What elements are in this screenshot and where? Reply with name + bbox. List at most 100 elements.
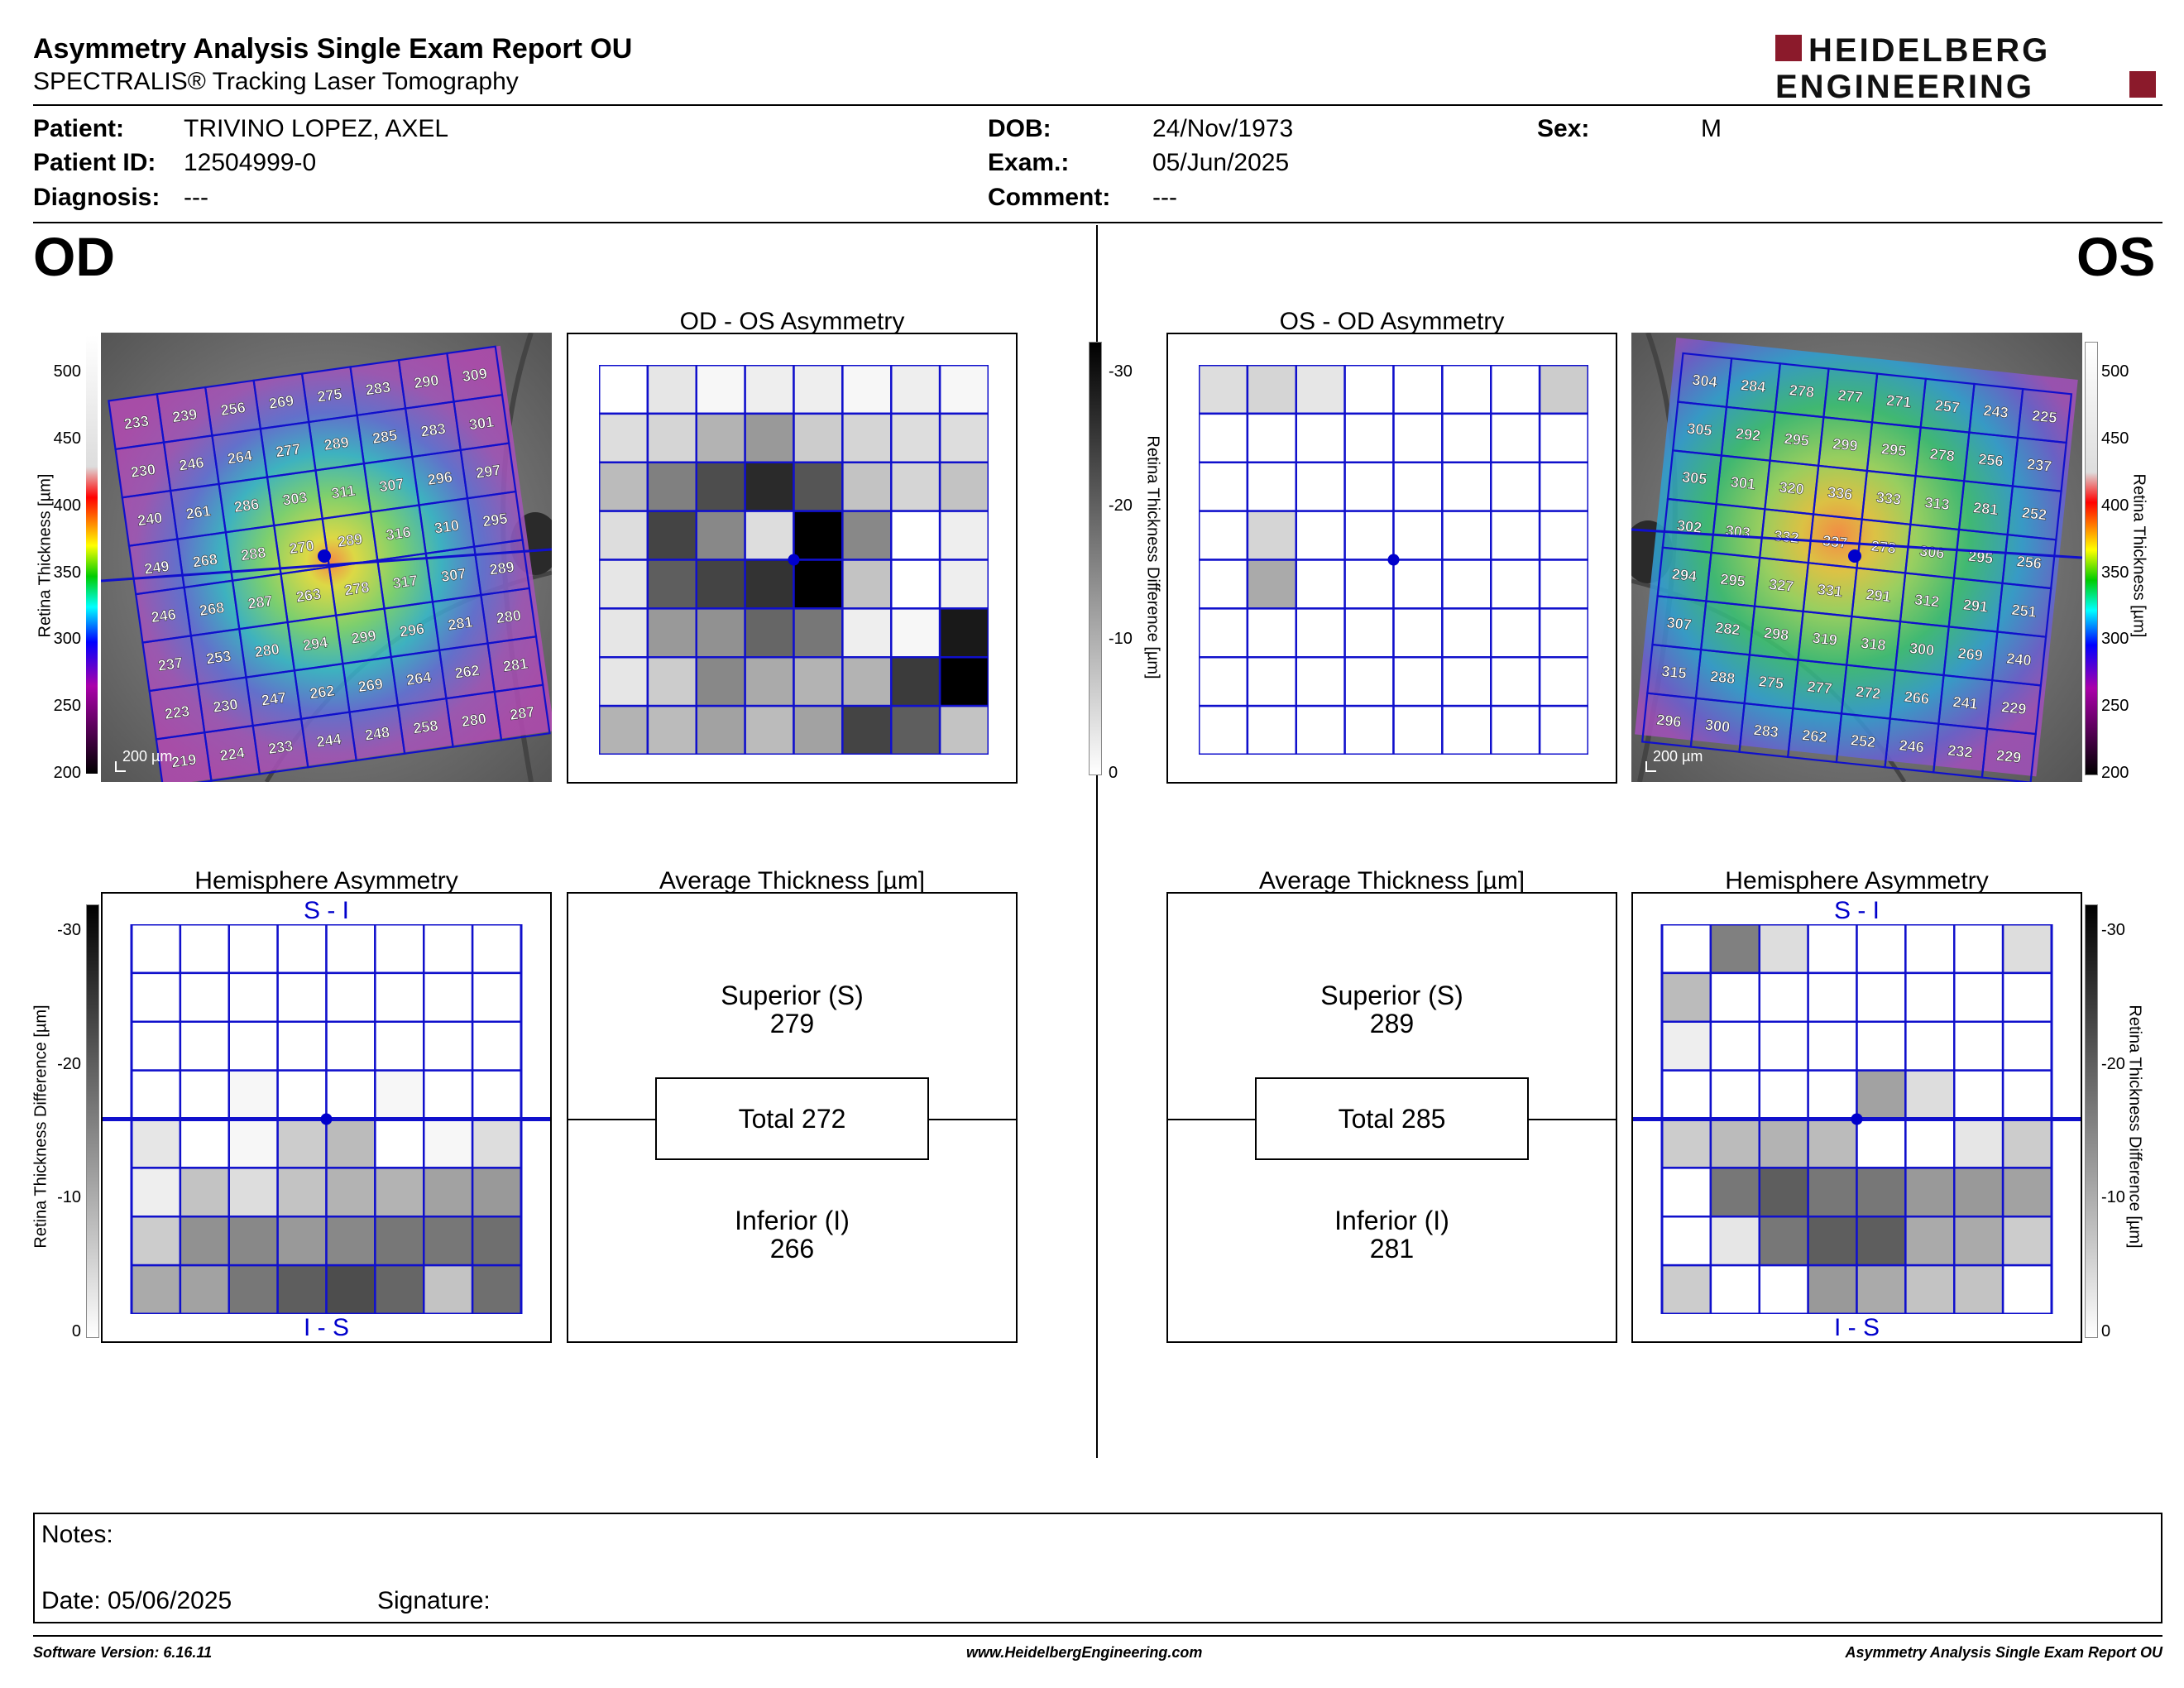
od-asymmetry-cell xyxy=(938,365,989,415)
od-thickness-value: 230 xyxy=(130,461,157,481)
os-hemi-cell xyxy=(1709,971,1760,1023)
od-hemi-cell xyxy=(423,1020,474,1072)
os-asymmetry-cell xyxy=(1441,559,1492,610)
od-thickness-value: 288 xyxy=(240,544,267,563)
od-asymmetry-cell xyxy=(599,461,649,512)
os-thickness-value: 256 xyxy=(1978,451,2004,470)
os-thickness-value: 295 xyxy=(1784,430,1810,449)
od-asymmetry-cell xyxy=(744,607,795,659)
os-thickness-scale-tick: 250 xyxy=(2101,697,2129,716)
os-eye-label: OS xyxy=(2076,226,2156,287)
od-thickness-value: 299 xyxy=(350,627,377,647)
od-asymmetry-cell xyxy=(646,656,697,707)
os-asymmetry-cell xyxy=(1441,704,1492,755)
od-hemi-cell xyxy=(130,1167,182,1218)
od-thickness-value: 263 xyxy=(295,586,323,606)
software-version: Software Version: 6.16.11 xyxy=(33,1644,213,1661)
os-asymmetry-cell xyxy=(1199,656,1249,707)
od-asymmetry-cell xyxy=(646,412,697,463)
os-asymmetry-cell xyxy=(1538,607,1588,659)
od-thickness-scale-tick: 300 xyxy=(53,630,81,649)
os-thickness-colorbar xyxy=(2085,342,2098,775)
os-asymmetry-cell xyxy=(1199,607,1249,659)
od-hemi-cell xyxy=(423,1118,474,1169)
os-hemi-cell xyxy=(1856,1167,1907,1218)
od-asymmetry-cell xyxy=(890,607,941,659)
od-asymmetry-cell xyxy=(793,412,844,463)
top-difference-axis-label: Retina Thickness Difference [µm] xyxy=(1143,435,1162,679)
od-thickness-value: 258 xyxy=(412,717,439,736)
od-thickness-value: 269 xyxy=(357,675,385,695)
od-thickness-value: 297 xyxy=(475,462,502,482)
od-thickness-value: 289 xyxy=(323,434,350,453)
od-asymmetry-cell xyxy=(599,510,649,561)
od-thickness-value: 233 xyxy=(123,413,151,433)
os-thickness-value: 278 xyxy=(1870,538,1897,557)
od-asymmetry-cell xyxy=(890,656,941,707)
od-asymmetry-title: OD - OS Asymmetry xyxy=(679,308,905,335)
os-asymmetry-cell xyxy=(1199,510,1249,561)
footer-divider xyxy=(33,1635,2162,1637)
od-thickness-value: 280 xyxy=(496,607,523,626)
od-hemi-cell xyxy=(423,1069,474,1120)
os-asymmetry-cell xyxy=(1392,461,1444,512)
od-asymmetry-cell xyxy=(599,559,649,610)
od-hemi-cell xyxy=(228,1069,279,1120)
od-asymmetry-cell xyxy=(744,365,795,415)
od-superior-value: 279 xyxy=(769,1009,815,1038)
od-asymmetry-cell xyxy=(695,412,746,463)
report-subtitle: SPECTRALIS® Tracking Laser Tomography xyxy=(33,68,519,95)
od-thickness-value: 270 xyxy=(288,537,315,557)
os-thickness-scale-tick: 400 xyxy=(2101,496,2129,515)
os-thickness-value: 300 xyxy=(1704,717,1731,736)
exam-date: 05/Jun/2025 xyxy=(1152,149,1290,176)
website-link[interactable]: www.HeidelbergEngineering.com xyxy=(966,1644,1203,1661)
os-hemi-cell xyxy=(1709,1264,1760,1314)
os-asymmetry-cell xyxy=(1441,656,1492,707)
os-asymmetry-cell xyxy=(1490,559,1541,610)
os-hemi-cell xyxy=(1709,1216,1760,1267)
od-asymmetry-cell xyxy=(841,412,893,463)
notes-label: Notes: xyxy=(41,1521,113,1548)
os-asymmetry-cell xyxy=(1490,510,1541,561)
os-hemi-cell xyxy=(1953,971,2004,1023)
od-hemi-cell xyxy=(179,1069,230,1120)
od-avg-title: Average Thickness [µm] xyxy=(659,867,926,894)
od-asymmetry-cell xyxy=(890,412,941,463)
os-hemi-cell xyxy=(1953,1264,2004,1314)
od-asymmetry-cell xyxy=(695,704,746,755)
os-thickness-value: 295 xyxy=(1720,571,1746,590)
os-thickness-value: 281 xyxy=(1972,499,1999,518)
os-hemi-cell xyxy=(1807,1020,1858,1072)
os-hemi-cell xyxy=(1953,1020,2004,1072)
fovea-center-marker xyxy=(1851,1113,1863,1125)
od-asymmetry-cell xyxy=(695,559,746,610)
os-asymmetry-cell xyxy=(1392,510,1444,561)
od-asymmetry-cell xyxy=(938,656,989,707)
patient-id-label: Patient ID: xyxy=(33,149,156,176)
od-thickness-value: 290 xyxy=(413,372,440,391)
os-thickness-value: 275 xyxy=(1758,673,1784,692)
os-thickness-value: 313 xyxy=(1924,494,1951,513)
os-thickness-value: 257 xyxy=(1934,397,1961,416)
od-hemi-cell xyxy=(325,1216,376,1267)
patient-label: Patient: xyxy=(33,115,125,142)
od-hemi-cell xyxy=(130,1069,182,1120)
os-thickness-value: 271 xyxy=(1885,392,1912,411)
os-thickness-value: 246 xyxy=(1899,736,1925,755)
od-hemi-scale-tick: -20 xyxy=(57,1054,81,1073)
od-asymmetry-cell xyxy=(646,704,697,755)
od-thickness-value: 262 xyxy=(453,662,481,682)
od-thickness-value: 286 xyxy=(233,496,261,516)
os-asymmetry-cell xyxy=(1538,704,1588,755)
os-asymmetry-cell xyxy=(1199,412,1249,463)
os-hemi-cell xyxy=(1807,924,1858,975)
os-hemi-cell xyxy=(1807,1264,1858,1314)
os-scale-bar-label: 200 µm xyxy=(1653,748,1703,765)
od-hemi-cell xyxy=(276,924,328,975)
os-thickness-value: 294 xyxy=(1671,566,1698,585)
os-hemi-cell xyxy=(1856,1069,1907,1120)
os-hemi-cell xyxy=(1709,924,1760,975)
os-hemi-cell xyxy=(1660,1020,1712,1072)
os-thickness-value: 241 xyxy=(1952,693,1979,712)
